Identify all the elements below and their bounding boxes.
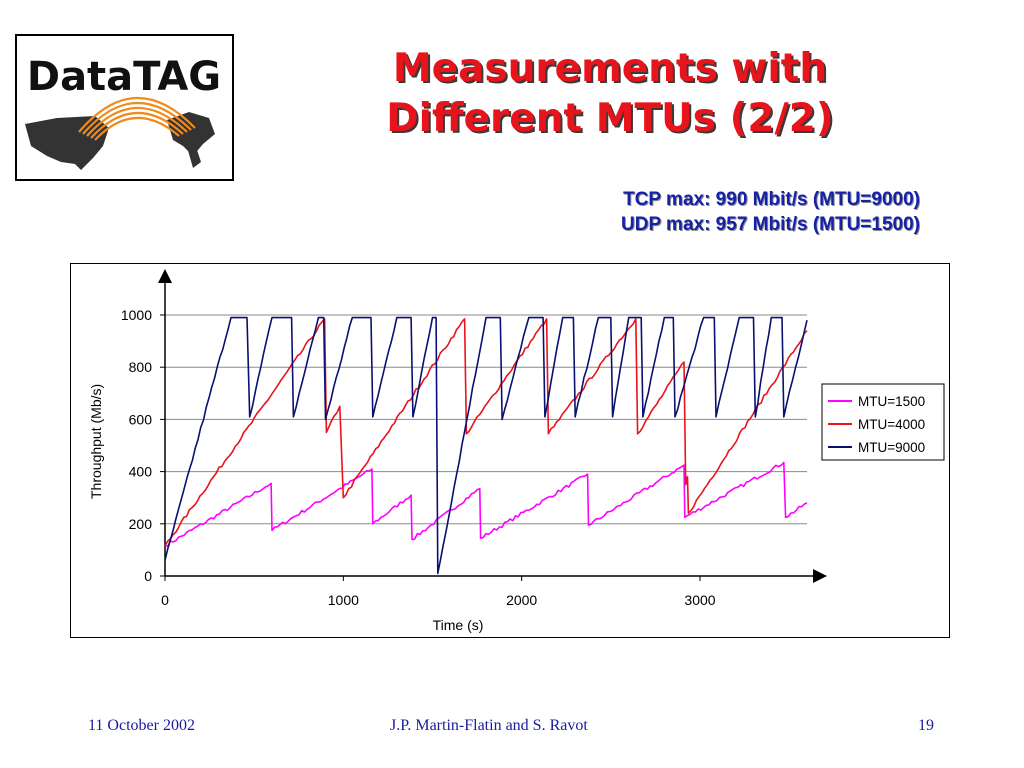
- arc-icon: [78, 96, 196, 141]
- slide-title-line2: Different MTUs (2/2): [386, 96, 834, 141]
- slide-title-line1: Measurements with: [392, 46, 828, 91]
- y-tick-label: 800: [129, 359, 153, 375]
- chart-svg: 0 200 400 600 800 1000 0 1000 2000 3000 Time (s) Th…: [88, 269, 945, 633]
- y-tick-label: 600: [129, 411, 153, 427]
- udp-max-text: UDP max: 957 Mbit/s (MTU=1500): [621, 214, 920, 235]
- footer-page-number: 19: [918, 717, 934, 734]
- footer-date: 11 October 2002: [88, 717, 195, 734]
- x-tick-label: 3000: [684, 592, 715, 608]
- legend-label: MTU=1500: [858, 394, 925, 409]
- footer-authors: J.P. Martin-Flatin and S. Ravot: [390, 717, 588, 734]
- x-axis-label: Time (s): [433, 617, 484, 633]
- series-line-mtu-1500: [164, 461, 808, 547]
- legend-label: MTU=9000: [858, 440, 925, 455]
- x-axis-arrow-icon: [813, 569, 827, 583]
- legend-label: MTU=4000: [858, 417, 925, 432]
- series-line-mtu-9000: [164, 316, 808, 575]
- slide-title: Measurements with Different MTUs (2/2): [290, 44, 930, 144]
- series-line-mtu-4000: [164, 318, 808, 547]
- y-tick-label: 1000: [121, 307, 152, 323]
- y-tick-label: 400: [129, 464, 153, 480]
- y-tick-label: 0: [144, 568, 152, 584]
- y-axis-label: Throughput (Mb/s): [88, 384, 104, 499]
- y-tick-label: 200: [129, 516, 153, 532]
- x-tick-label: 0: [161, 592, 169, 608]
- y-axis-label-group: Throughput (Mb/s): [88, 384, 104, 499]
- tcp-max-text: TCP max: 990 Mbit/s (MTU=9000): [623, 189, 920, 210]
- y-axis-arrow-icon: [158, 269, 172, 283]
- logo-wordmark: DataTAG: [27, 54, 221, 100]
- x-tick-label: 1000: [328, 592, 359, 608]
- x-tick-label: 2000: [506, 592, 537, 608]
- datatag-logo: DataTAG: [15, 34, 234, 181]
- map-silhouette: [25, 112, 215, 170]
- throughput-chart: 0 200 400 600 800 1000 0 1000 2000 3000 Time (s) Th…: [70, 263, 950, 638]
- slide-subtitle: TCP max: 990 Mbit/s (MTU=9000) UDP max: …: [440, 187, 920, 237]
